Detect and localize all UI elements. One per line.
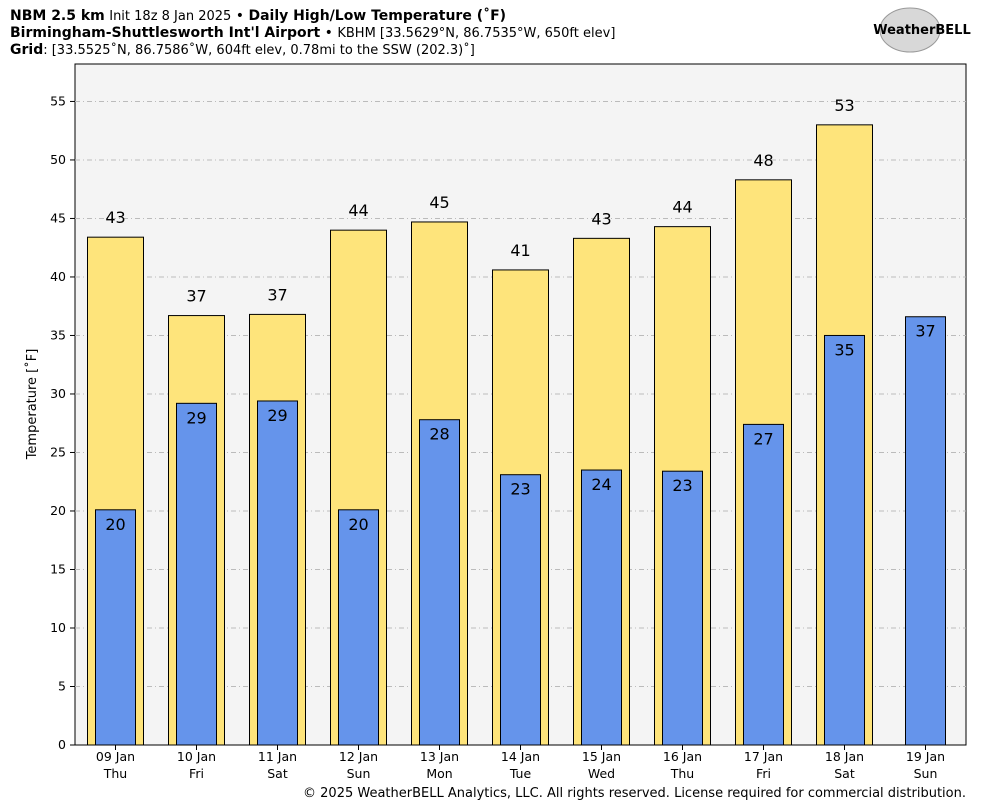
title-part: Daily High/Low Temperature (˚F) bbox=[248, 7, 506, 24]
x-tick-label: Fri bbox=[189, 766, 204, 781]
subtitle-part: KBHM [33.5629°N, 86.7535°W, 650ft elev] bbox=[337, 26, 615, 41]
y-tick-label: 50 bbox=[50, 152, 66, 167]
value-label: 44 bbox=[672, 198, 692, 217]
subtitle-line: Birmingham-Shuttlesworth Int'l Airport •… bbox=[10, 25, 615, 41]
value-label: 27 bbox=[753, 429, 773, 448]
title-part: NBM 2.5 km bbox=[10, 8, 105, 24]
bar-low bbox=[338, 509, 379, 746]
value-label: 29 bbox=[267, 406, 287, 425]
bar-low bbox=[176, 402, 217, 746]
x-tick-label: 10 Jan bbox=[177, 749, 216, 764]
x-tick-label: Thu bbox=[670, 766, 694, 781]
y-tick-label: 5 bbox=[58, 678, 66, 693]
value-label: 23 bbox=[672, 476, 692, 495]
value-label: 43 bbox=[105, 208, 125, 227]
bar-low bbox=[257, 400, 298, 746]
bar-low bbox=[662, 470, 703, 746]
grid-info-line: Grid: [33.5525˚N, 86.7586˚W, 604ft elev,… bbox=[10, 42, 475, 58]
value-label: 28 bbox=[429, 425, 449, 444]
value-label: 37 bbox=[186, 287, 206, 306]
x-tick-label: 16 Jan bbox=[663, 749, 702, 764]
x-tick-label: 09 Jan bbox=[96, 749, 135, 764]
subtitle-part: Birmingham-Shuttlesworth Int'l Airport bbox=[10, 25, 320, 41]
y-tick-label: 15 bbox=[50, 561, 66, 576]
logo-swirl bbox=[879, 7, 941, 53]
y-tick-label: 55 bbox=[50, 93, 66, 108]
x-tick-label: Fri bbox=[756, 766, 771, 781]
value-label: 24 bbox=[591, 475, 611, 494]
value-label: 43 bbox=[591, 209, 611, 228]
grid-info-part: : [33.5525˚N, 86.7586˚W, 604ft elev, 0.7… bbox=[43, 42, 475, 58]
x-tick-label: 14 Jan bbox=[501, 749, 540, 764]
x-tick-label: Sun bbox=[347, 766, 371, 781]
grid-info-part: Grid bbox=[10, 42, 43, 58]
value-label: 53 bbox=[834, 96, 854, 115]
value-label: 20 bbox=[348, 515, 368, 534]
y-tick-label: 10 bbox=[50, 620, 66, 635]
value-label: 37 bbox=[267, 285, 287, 304]
y-tick-label: 30 bbox=[50, 386, 66, 401]
bar-low bbox=[824, 334, 865, 746]
title-line: NBM 2.5 km Init 18z 8 Jan 2025 • Daily H… bbox=[10, 7, 506, 24]
value-label: 20 bbox=[105, 515, 125, 534]
value-label: 29 bbox=[186, 408, 206, 427]
x-tick-label: 18 Jan bbox=[825, 749, 864, 764]
value-label: 44 bbox=[348, 201, 368, 220]
footer: © 2025 WeatherBELL Analytics, LLC. All r… bbox=[303, 786, 966, 801]
x-tick-label: Sun bbox=[914, 766, 938, 781]
y-tick-label: 35 bbox=[50, 327, 66, 342]
x-tick-label: 15 Jan bbox=[582, 749, 621, 764]
logo: WeatherBELL bbox=[873, 7, 971, 53]
value-label: 35 bbox=[834, 340, 854, 359]
value-label: 41 bbox=[510, 241, 530, 260]
y-axis-label: Temperature [˚F] bbox=[24, 349, 40, 461]
y-tick-label: 45 bbox=[50, 210, 66, 225]
title-part: • bbox=[236, 8, 244, 24]
x-tick-label: Tue bbox=[509, 766, 532, 781]
x-tick-label: 19 Jan bbox=[906, 749, 945, 764]
x-tick-label: Mon bbox=[426, 766, 452, 781]
x-tick-label: Sat bbox=[267, 766, 288, 781]
bar-low bbox=[905, 316, 946, 746]
x-tick-label: 11 Jan bbox=[258, 749, 297, 764]
title-part: Init 18z 8 Jan 2025 bbox=[109, 9, 231, 24]
x-tick-label: Sat bbox=[834, 766, 855, 781]
x-tick-label: Wed bbox=[588, 766, 615, 781]
x-tick-label: Thu bbox=[103, 766, 127, 781]
value-label: 23 bbox=[510, 480, 530, 499]
y-tick-label: 25 bbox=[50, 444, 66, 459]
bar-low bbox=[581, 469, 622, 746]
y-tick-label: 20 bbox=[50, 503, 66, 518]
x-tick-label: 12 Jan bbox=[339, 749, 378, 764]
value-label: 37 bbox=[915, 322, 935, 341]
subtitle-part: • bbox=[325, 25, 333, 41]
logo-text: WeatherBELL bbox=[873, 23, 971, 38]
x-tick-label: 17 Jan bbox=[744, 749, 783, 764]
bar-low bbox=[95, 509, 136, 746]
value-label: 48 bbox=[753, 151, 773, 170]
y-tick-label: 0 bbox=[58, 737, 66, 752]
x-tick-label: 13 Jan bbox=[420, 749, 459, 764]
y-tick-label: 40 bbox=[50, 269, 66, 284]
bar-low bbox=[743, 423, 784, 746]
bar-low bbox=[500, 474, 541, 746]
value-label: 45 bbox=[429, 193, 449, 212]
bar-low bbox=[419, 419, 460, 746]
